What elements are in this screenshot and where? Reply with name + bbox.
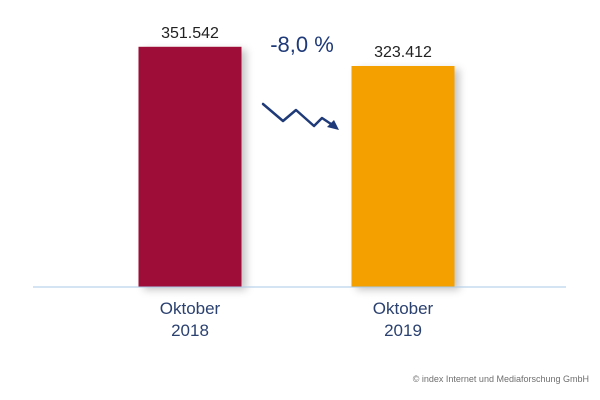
- bars-layer: [138, 46, 455, 287]
- change-percentage-label: -8,0 %: [270, 32, 334, 57]
- trend-arrow-icon: [261, 102, 336, 128]
- bar-1: [138, 46, 242, 287]
- bar-2: [351, 66, 455, 287]
- category-label-2: Oktober 2019: [373, 299, 434, 340]
- bar-value-label-1: 351.542: [161, 25, 219, 42]
- labels-layer: 351.542 Oktober 2018 323.412 Oktober 2019: [160, 25, 434, 340]
- category-label-1: Oktober 2018: [160, 299, 221, 340]
- bar-value-label-2: 323.412: [374, 44, 432, 61]
- copyright-notice: © index Internet und Mediaforschung GmbH: [413, 374, 589, 384]
- trend-arrowhead-icon: [327, 120, 339, 130]
